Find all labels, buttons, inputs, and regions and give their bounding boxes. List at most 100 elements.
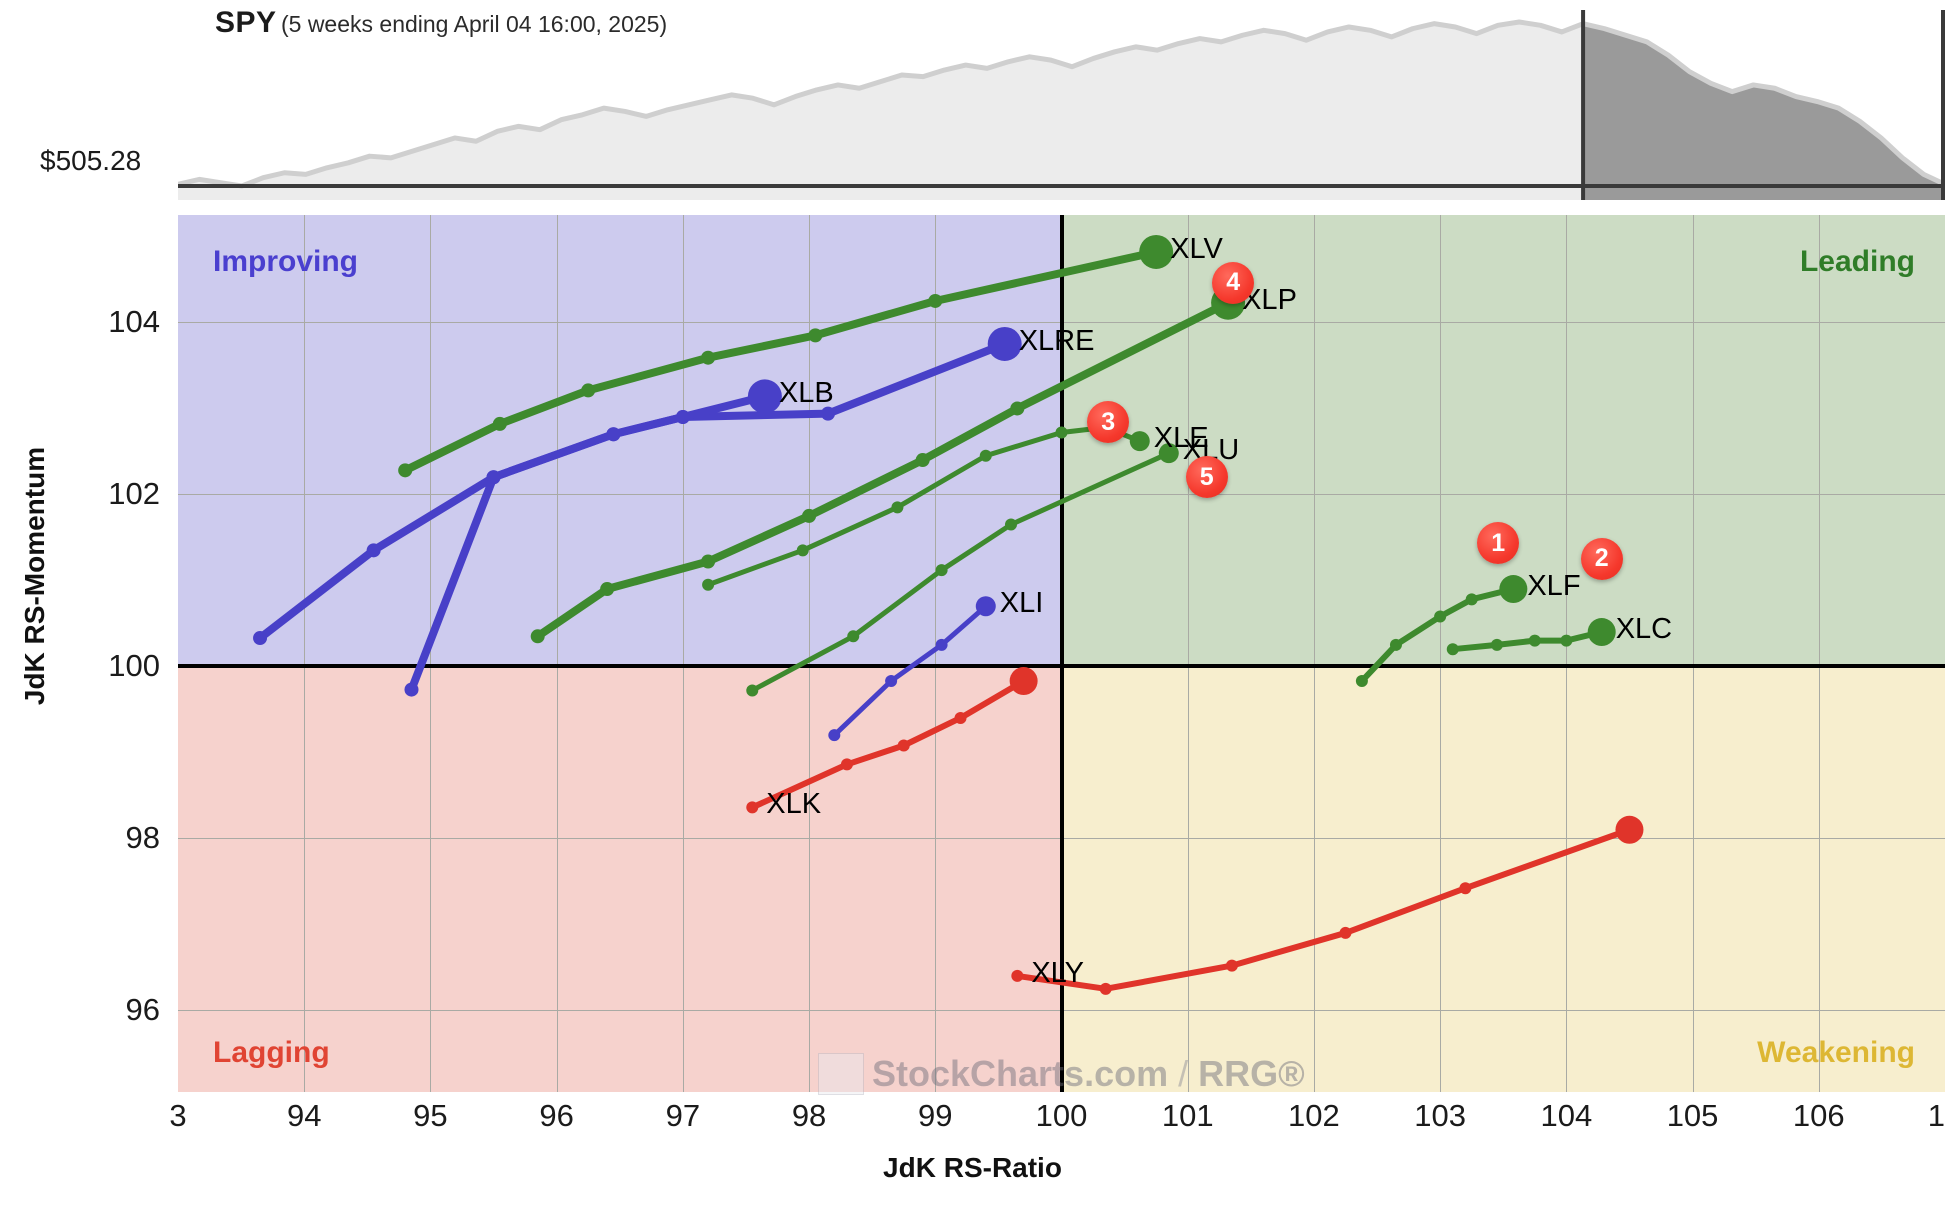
- gridline-vertical: [1440, 215, 1442, 1092]
- y-tick-label: 100: [108, 648, 160, 684]
- trace-tail-point: [1355, 675, 1368, 688]
- chart-title: SPY (5 weeks ending April 04 16:00, 2025…: [215, 6, 667, 40]
- rrg-traces: [253, 234, 1644, 995]
- ticker-label-xli: XLI: [999, 587, 1044, 620]
- x-tick-label: 102: [1288, 1098, 1340, 1133]
- trace-xlc: [1446, 618, 1616, 656]
- x-axis-title: JdK RS-Ratio: [883, 1152, 1062, 1183]
- watermark-site: StockCharts.com: [872, 1053, 1169, 1094]
- trace-xlb: [404, 379, 782, 697]
- trace-tail-point: [1490, 638, 1503, 651]
- trace-tail-point: [954, 711, 967, 724]
- annotation-badge-3[interactable]: 3: [1087, 401, 1130, 444]
- annotation-badge-2[interactable]: 2: [1580, 537, 1623, 580]
- rrg-plot-area: Improving Leading Lagging Weakening XLV X…: [178, 215, 1945, 1095]
- annotation-badge-1[interactable]: 1: [1477, 522, 1520, 565]
- trace-tail-point: [746, 801, 759, 814]
- ticker-label-xlre: XLRE: [1018, 324, 1095, 357]
- x-tick-label: 105: [1666, 1098, 1719, 1133]
- trace-tail-point: [891, 501, 904, 514]
- trace-tail-point: [1055, 426, 1068, 439]
- gridline-vertical: [809, 215, 811, 1092]
- x-tick-label: 101: [1161, 1098, 1214, 1133]
- trace-xli: [828, 596, 996, 742]
- ticker-label-xlk: XLK: [766, 788, 822, 821]
- annotation-badge-4[interactable]: 4: [1212, 261, 1255, 304]
- trace-tail-point: [1010, 401, 1025, 416]
- x-tick-label: 96: [539, 1098, 574, 1133]
- stockcharts-logo-icon: [818, 1053, 864, 1095]
- trace-xlv: [398, 234, 1174, 478]
- gridline-vertical: [1313, 215, 1315, 1092]
- price-label: $505.28: [40, 145, 142, 176]
- trace-tail-point: [1389, 638, 1402, 651]
- watermark-suffix: RRG®: [1198, 1053, 1305, 1094]
- ticker-label-xlb: XLB: [778, 377, 834, 410]
- trace-tail-point: [915, 453, 930, 468]
- gridline-vertical: [1692, 215, 1694, 1092]
- x-tick-label: 99: [918, 1098, 953, 1133]
- trace-head-point: [1499, 575, 1528, 604]
- gridline-vertical: [304, 215, 306, 1092]
- trace-tail-point: [398, 463, 413, 478]
- trace-tail-point: [600, 582, 615, 597]
- trace-tail-point: [404, 682, 419, 697]
- trace-tail-point: [606, 427, 621, 442]
- x-tick-label: 97: [665, 1098, 701, 1133]
- trace-xlf: [1355, 575, 1528, 688]
- trace-tail-point: [1005, 518, 1018, 531]
- trace-head-point: [1615, 815, 1644, 844]
- gridline-vertical: [556, 215, 558, 1092]
- annotation-badge-5[interactable]: 5: [1185, 456, 1228, 499]
- ticker-label-xle: XLE: [1153, 422, 1209, 455]
- y-tick-label: 98: [125, 820, 160, 856]
- quadrant-label-leading: Leading: [1799, 245, 1915, 278]
- trace-head-point: [1129, 431, 1150, 452]
- trace-tail-point: [1339, 926, 1352, 939]
- trace-tail-point: [928, 293, 943, 308]
- trace-tail-point: [702, 578, 715, 591]
- trace-tail-point: [828, 729, 841, 742]
- trace-tail-point: [1446, 643, 1459, 656]
- trace-xle: [702, 421, 1150, 591]
- trace-xlu: [746, 443, 1179, 697]
- x-tick-label: 3: [169, 1098, 187, 1133]
- trace-tail-point: [796, 544, 809, 557]
- ticker-label-xlc: XLC: [1615, 613, 1673, 645]
- trace-tail-point: [1434, 610, 1447, 623]
- trace-tail-point: [847, 630, 860, 643]
- trace-xly: [1011, 815, 1644, 995]
- gridline-vertical: [1187, 215, 1189, 1092]
- trace-head-point: [1139, 234, 1174, 269]
- trace-tail-point: [1459, 882, 1472, 895]
- ticker-label-xlf: XLF: [1527, 570, 1581, 602]
- quadrant-label-improving: Improving: [213, 245, 359, 278]
- title-subtitle: (5 weeks ending April 04 16:00, 2025): [280, 11, 668, 37]
- trace-tail-point: [253, 631, 268, 646]
- y-axis-title: JdK RS-Momentum: [19, 446, 50, 706]
- x-tick-label: 106: [1792, 1098, 1845, 1133]
- trace-tail-point: [701, 350, 716, 365]
- trace-tail-point: [821, 406, 836, 421]
- trace-tail-point: [808, 328, 823, 343]
- watermark-slash: /: [1168, 1053, 1199, 1094]
- ticker-label-xlv: XLV: [1170, 232, 1223, 265]
- trace-head-point: [747, 379, 782, 414]
- trace-tail-point: [1225, 959, 1238, 972]
- y-tick-label: 102: [108, 476, 160, 512]
- mini-chart-highlight-area: [1583, 23, 1945, 200]
- y-tick-label: 104: [108, 304, 160, 340]
- trace-head-point: [1009, 667, 1038, 696]
- x-tick-label: 95: [413, 1098, 448, 1133]
- trace-tail-point: [885, 675, 898, 688]
- trace-tail-point: [581, 383, 596, 398]
- mini-chart-line: [178, 19, 1945, 189]
- x-tick-label: 98: [791, 1098, 827, 1133]
- trace-tail-point: [492, 416, 507, 431]
- horizontal-center-axis: [178, 664, 1945, 669]
- gridline-vertical: [682, 215, 684, 1092]
- gridline-vertical: [935, 215, 937, 1092]
- trace-tail-point: [1011, 969, 1024, 982]
- mini-chart-area: [178, 22, 1945, 200]
- gridline-vertical: [1566, 215, 1568, 1092]
